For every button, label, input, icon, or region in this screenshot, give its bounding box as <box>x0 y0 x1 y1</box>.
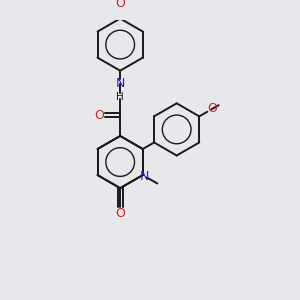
Text: H: H <box>116 92 124 102</box>
Text: O: O <box>207 102 217 116</box>
Text: O: O <box>115 0 125 10</box>
Text: N: N <box>116 77 125 90</box>
Text: O: O <box>115 207 125 220</box>
Text: O: O <box>95 109 105 122</box>
Text: N: N <box>140 169 149 182</box>
